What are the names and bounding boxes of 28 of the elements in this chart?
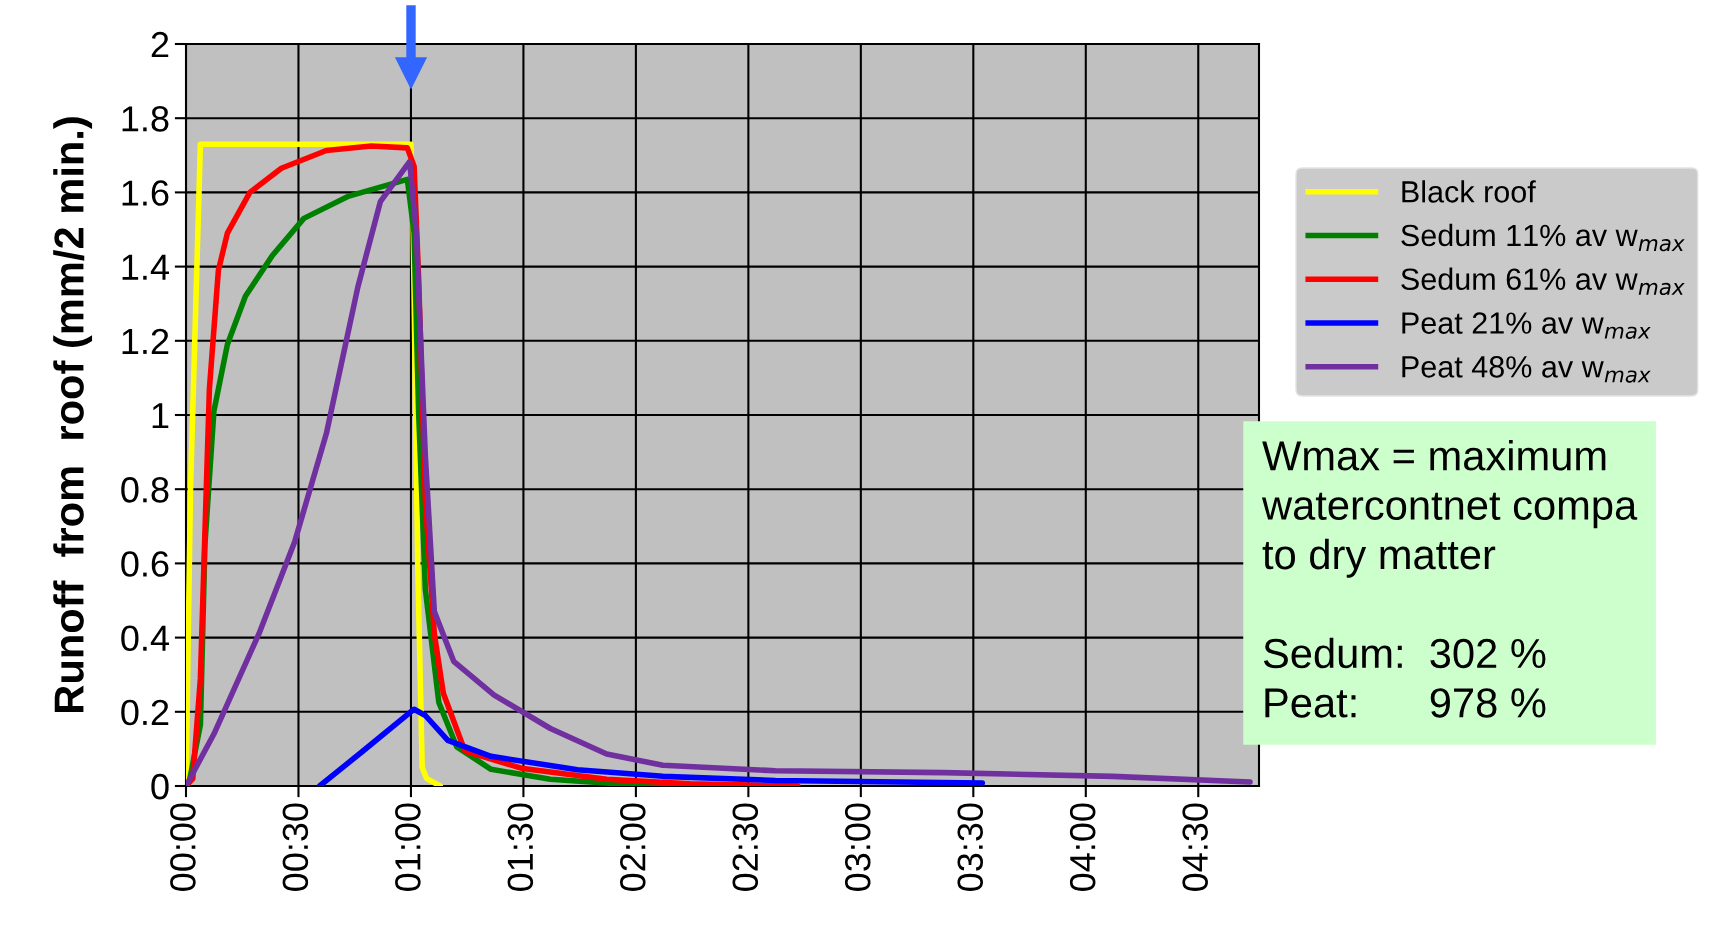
text: Wmax = maximum watercontnet compa to dry matter Sedum: 302 % Peat: 978 % xyxy=(1261,440,1638,718)
y-tick-label: 0.2 xyxy=(121,699,169,726)
x-tick-label: 04:30 xyxy=(1182,803,1208,891)
x-tick-label: 02:00 xyxy=(620,803,646,891)
legend-label: Sedum 11% av w$_{max}$ xyxy=(1401,223,1685,252)
y-tick-label: 1.2 xyxy=(122,328,169,354)
y-tick-label: 0.6 xyxy=(121,551,169,577)
y-tick-label: 2 xyxy=(151,31,169,58)
legend-label: Sedum 61% av w$_{max}$ xyxy=(1401,267,1685,296)
x-tick-label: 03:30 xyxy=(957,803,984,891)
y-tick-label: 0.8 xyxy=(121,477,169,503)
legend-label: Black roof xyxy=(1402,180,1536,203)
y-axis-title: Runoff from roof (mm/2 min.) xyxy=(53,117,93,712)
y-tick-label: 0 xyxy=(151,773,169,800)
legend-label: Peat 21% av w$_{max}$ xyxy=(1402,312,1651,339)
y-tick-label: 1.4 xyxy=(122,254,169,280)
x-tick-label: 04:00 xyxy=(1069,803,1096,891)
y-tick-label: 1.8 xyxy=(122,106,169,132)
y-tick-label: 1 xyxy=(152,403,169,429)
x-tick-label: 00:30 xyxy=(282,803,309,891)
y-tick-label: 1.6 xyxy=(122,180,169,206)
x-tick-label: 01:30 xyxy=(507,803,534,891)
legend-label: Peat 48% av w$_{max}$ xyxy=(1402,356,1651,383)
y-tick-label: 0.4 xyxy=(121,625,169,652)
x-tick-label: 01:00 xyxy=(395,803,421,891)
x-tick-label: 02:30 xyxy=(732,803,759,891)
x-tick-label: 03:00 xyxy=(844,803,871,891)
x-tick-label: 00:00 xyxy=(170,803,196,891)
